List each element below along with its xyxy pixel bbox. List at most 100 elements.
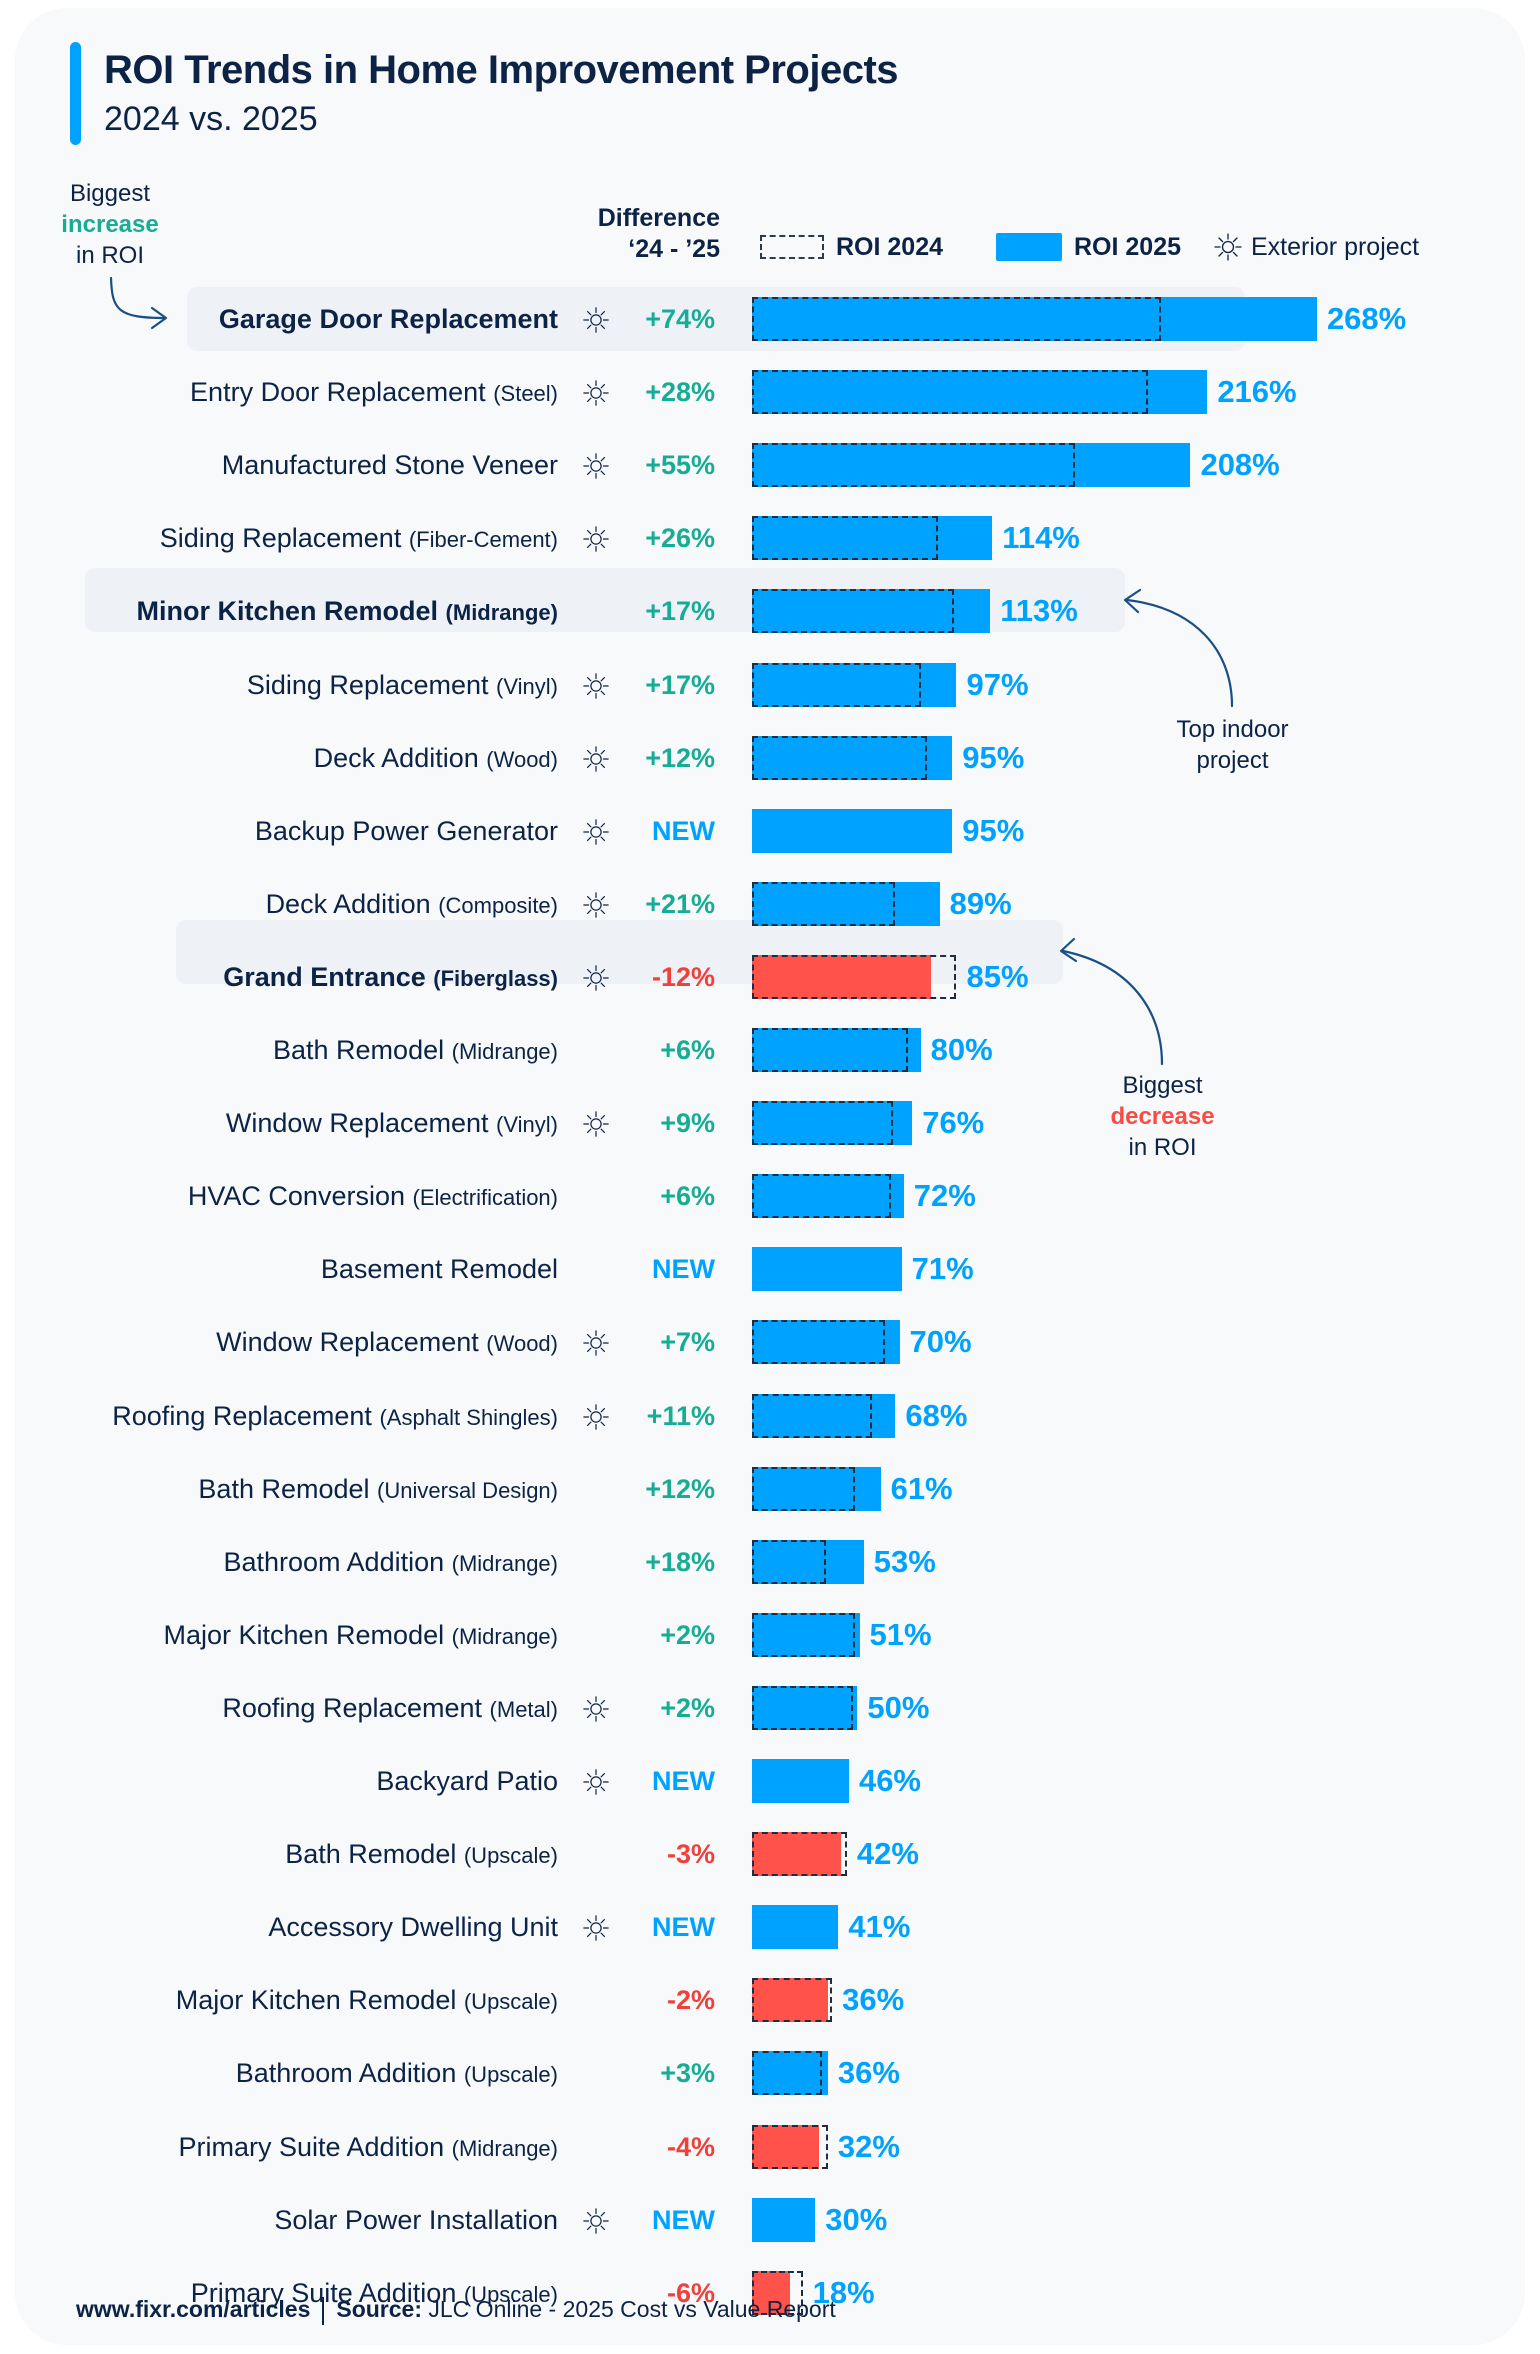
row-difference: -12%	[651, 961, 715, 992]
row-label-variant: (Vinyl)	[496, 673, 558, 699]
annotation-increase-line1: Biggest	[69, 180, 151, 207]
row-label-name: Garage Door Replacement	[218, 304, 558, 334]
legend-roi-2025: ROI 2025	[996, 232, 1181, 262]
row-label: Primary Suite Addition (Midrange)	[178, 2122, 558, 2172]
row-label-name: Bathroom Addition	[235, 2058, 457, 2089]
bar-roi-2024	[752, 1685, 854, 1730]
row-label-name: Grand Entrance	[223, 961, 426, 992]
sun-icon	[582, 1914, 610, 1942]
row-label-name: Deck Addition	[313, 742, 479, 773]
chart-row: Deck Addition (Wood) +12% 95%	[0, 733, 1540, 783]
row-label: Entry Door Replacement (Steel)	[190, 367, 558, 417]
row-difference: -2%	[666, 1985, 715, 2016]
sun-icon	[582, 525, 610, 553]
row-label-name: Window Replacement	[225, 1108, 489, 1139]
chart-row: Deck Addition (Composite) +21% 89%	[0, 879, 1540, 929]
row-label-name: Bathroom Addition	[223, 1546, 452, 1577]
bar-roi-2025	[752, 1247, 902, 1292]
row-label: Siding Replacement (Vinyl)	[247, 660, 558, 710]
chart-row: Window Replacement (Vinyl) +9% 76%	[0, 1098, 1540, 1148]
row-label: Siding Replacement (Fiber-Cement)	[160, 513, 558, 563]
row-label-variant: (Electrification)	[412, 1185, 558, 1211]
row-label: HVAC Conversion (Electrification)	[188, 1171, 558, 1221]
row-value-2025: 76%	[922, 1105, 985, 1141]
bar-roi-2025	[752, 2197, 816, 2242]
row-value-2025: 216%	[1217, 374, 1297, 410]
row-label-name: Backyard Patio	[376, 1766, 558, 1796]
row-label-variant: (Composite)	[438, 892, 558, 918]
chart-row: Bathroom Addition (Upscale) +3% 36%	[0, 2048, 1540, 2098]
sun-icon	[582, 818, 610, 846]
row-value-2025: 85%	[966, 958, 1029, 994]
chart-row: HVAC Conversion (Electrification) +6% 72%	[0, 1171, 1540, 1221]
legend-swatch-2025	[996, 233, 1062, 261]
row-label-name: Accessory Dwelling Unit	[268, 1912, 558, 1943]
row-label-variant: (Midrange)	[451, 1039, 558, 1064]
chart-row: Backup Power Generator NEW 95%	[0, 806, 1540, 856]
arrow-top-indoor	[1125, 598, 1234, 708]
row-label: Roofing Replacement (Metal)	[222, 1683, 558, 1733]
legend-difference-line2: ‘24 - ’25	[628, 235, 720, 263]
chart-row: Manufactured Stone Veneer +55% 208%	[0, 440, 1540, 490]
row-label: Basement Remodel	[321, 1244, 558, 1294]
annotation-indoor-line1: Top indoor	[1176, 716, 1289, 743]
chart-row: Bath Remodel (Upscale) -3% 42%	[0, 1829, 1540, 1879]
row-label: Bath Remodel (Midrange)	[273, 1025, 558, 1075]
row-value-2025: 95%	[962, 812, 1025, 848]
row-label-variant: (Fiber-Cement)	[408, 527, 558, 553]
chart-row: Roofing Replacement (Metal) +2% 50%	[0, 1683, 1540, 1733]
chart-row: Bathroom Addition (Midrange) +18% 53%	[0, 1537, 1540, 1587]
chart-row: Bath Remodel (Midrange) +6% 80%	[0, 1025, 1540, 1075]
footer-source-text: JLC Online - 2025 Cost vs Value Report	[428, 2296, 836, 2322]
row-difference: +6%	[660, 1181, 715, 1212]
bar-roi-2024	[752, 2124, 828, 2169]
row-label-variant: (Wood)	[486, 1331, 558, 1357]
row-label: Grand Entrance (Fiberglass)	[223, 952, 558, 1002]
row-difference: +28%	[645, 377, 715, 408]
bar-roi-2025	[752, 516, 993, 561]
row-difference: +12%	[645, 742, 715, 773]
row-label-variant: (Midrange)	[451, 1550, 558, 1576]
sun-icon	[582, 452, 610, 480]
row-value-2025: 30%	[825, 2201, 888, 2237]
arrow-decrease-head	[1059, 937, 1078, 963]
footer-source-label: Source:	[336, 2296, 422, 2322]
row-difference: +17%	[645, 596, 715, 627]
row-difference: +74%	[645, 304, 715, 334]
row-difference: -4%	[666, 2131, 715, 2162]
bar-roi-2025	[752, 662, 957, 707]
row-label-name: Major Kitchen Remodel	[175, 1985, 457, 2016]
bar-roi-2025	[752, 1685, 858, 1730]
bar-roi-2024	[752, 1101, 894, 1146]
bar-roi-2024	[752, 1539, 826, 1584]
row-label-name: Bath Remodel	[285, 1839, 457, 1870]
sun-icon	[582, 1768, 610, 1796]
row-label-name: Entry Door Replacement	[190, 377, 486, 408]
row-difference: NEW	[652, 1912, 715, 1943]
bar-roi-2025	[752, 1028, 921, 1072]
row-value-2025: 50%	[867, 1689, 930, 1725]
bar-roi-2024	[752, 2051, 822, 2096]
row-value-2025: 80%	[930, 1032, 993, 1067]
row-label: Minor Kitchen Remodel (Midrange)	[137, 586, 559, 636]
sun-icon	[1214, 233, 1242, 261]
row-value-2025: 70%	[909, 1324, 972, 1360]
row-difference: -3%	[666, 1839, 715, 1870]
chart-row: Backyard Patio NEW 46%	[0, 1756, 1540, 1806]
bar-roi-2024	[752, 1174, 892, 1219]
row-label-name: Roofing Replacement	[222, 1692, 483, 1723]
bar-roi-2025	[752, 1905, 839, 1950]
legend-difference-header: Difference ‘24 - ’25	[598, 203, 720, 265]
bar-roi-2025	[752, 1759, 849, 1803]
bar-roi-2025	[752, 297, 1317, 341]
row-label-name: Major Kitchen Remodel	[163, 1619, 445, 1650]
bar-roi-2024	[752, 735, 927, 780]
row-label-variant: (Metal)	[489, 1696, 558, 1722]
row-difference: +3%	[660, 2058, 715, 2089]
row-label-variant: (Upscale)	[463, 2281, 558, 2307]
chart-row: Major Kitchen Remodel (Upscale) -2% 36%	[0, 1975, 1540, 2025]
row-value-2025: 95%	[962, 739, 1025, 775]
row-value-2025: 41%	[848, 1909, 911, 1945]
row-difference: +2%	[660, 1619, 715, 1650]
